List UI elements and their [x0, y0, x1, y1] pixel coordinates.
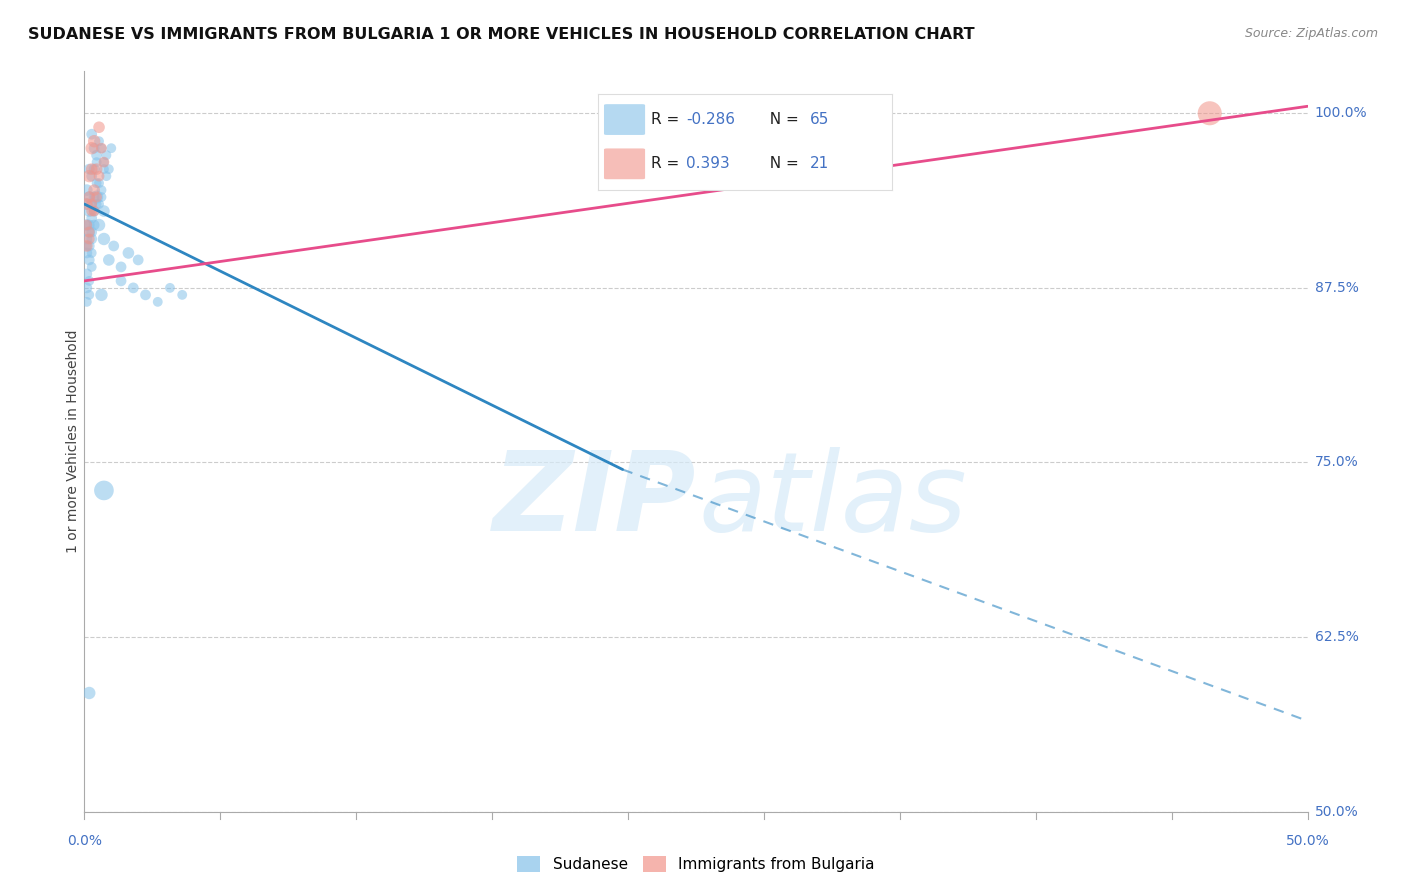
Point — [80, 169, 103, 183]
Point — [80, 246, 103, 260]
Point — [159, 281, 181, 295]
Point — [77, 274, 100, 288]
Point — [76, 232, 98, 246]
Point — [87, 197, 110, 211]
Point — [77, 204, 100, 219]
Point — [87, 134, 110, 148]
Point — [76, 197, 98, 211]
Point — [97, 252, 120, 267]
Point — [77, 225, 100, 239]
Text: 0.0%: 0.0% — [67, 834, 101, 848]
Point — [86, 162, 108, 177]
Y-axis label: 1 or more Vehicles in Household: 1 or more Vehicles in Household — [66, 330, 80, 553]
Text: 100.0%: 100.0% — [1315, 106, 1367, 120]
Point — [83, 141, 105, 155]
Point — [76, 239, 98, 253]
Point — [76, 239, 98, 253]
Point — [93, 155, 115, 169]
Point — [110, 274, 132, 288]
Point — [86, 190, 108, 204]
Point — [77, 190, 100, 204]
Point — [77, 239, 100, 253]
Point — [83, 204, 105, 219]
Point — [90, 190, 112, 204]
Point — [1198, 106, 1220, 120]
Point — [100, 141, 122, 155]
Text: SUDANESE VS IMMIGRANTS FROM BULGARIA 1 OR MORE VEHICLES IN HOUSEHOLD CORRELATION: SUDANESE VS IMMIGRANTS FROM BULGARIA 1 O… — [28, 27, 974, 42]
Point — [76, 281, 98, 295]
Point — [90, 183, 112, 197]
Text: 75.0%: 75.0% — [1315, 456, 1358, 469]
Point — [117, 246, 139, 260]
Point — [93, 162, 115, 177]
Point — [87, 176, 110, 190]
Point — [103, 239, 125, 253]
Point — [87, 169, 110, 183]
Text: 87.5%: 87.5% — [1315, 281, 1358, 295]
Point — [86, 155, 108, 169]
Text: 62.5%: 62.5% — [1315, 630, 1358, 644]
Legend: Sudanese, Immigrants from Bulgaria: Sudanese, Immigrants from Bulgaria — [512, 850, 880, 878]
Point — [77, 218, 100, 232]
Point — [80, 225, 103, 239]
Point — [80, 260, 103, 274]
Point — [90, 288, 112, 302]
Point — [80, 204, 103, 219]
Point — [80, 197, 103, 211]
Text: atlas: atlas — [699, 447, 967, 554]
Point — [83, 204, 105, 219]
Point — [97, 162, 120, 177]
Point — [76, 218, 98, 232]
Point — [86, 197, 108, 211]
Point — [122, 281, 145, 295]
Point — [76, 267, 98, 281]
Point — [96, 169, 118, 183]
Point — [127, 252, 149, 267]
Point — [77, 162, 100, 177]
Point — [87, 120, 110, 135]
Point — [86, 176, 108, 190]
Point — [96, 148, 118, 162]
Point — [110, 260, 132, 274]
Point — [146, 294, 169, 309]
Point — [80, 141, 103, 155]
Text: 50.0%: 50.0% — [1315, 805, 1358, 819]
Text: 50.0%: 50.0% — [1285, 834, 1330, 848]
Point — [80, 127, 103, 141]
Point — [77, 225, 100, 239]
Point — [76, 294, 98, 309]
Point — [83, 190, 105, 204]
Point — [76, 183, 98, 197]
Point — [83, 162, 105, 177]
Point — [77, 252, 100, 267]
Text: ZIP: ZIP — [492, 447, 696, 554]
Point — [80, 197, 103, 211]
Point — [77, 686, 100, 700]
Point — [93, 232, 115, 246]
Point — [90, 141, 112, 155]
Point — [76, 197, 98, 211]
Point — [80, 232, 103, 246]
Point — [86, 190, 108, 204]
Point — [83, 218, 105, 232]
Point — [135, 288, 157, 302]
Point — [76, 218, 98, 232]
Point — [83, 183, 105, 197]
Point — [87, 218, 110, 232]
Point — [77, 169, 100, 183]
Point — [93, 155, 115, 169]
Point — [93, 483, 115, 498]
Point — [80, 211, 103, 225]
Point — [83, 134, 105, 148]
Point — [90, 141, 112, 155]
Point — [77, 232, 100, 246]
Point — [76, 246, 98, 260]
Point — [172, 288, 194, 302]
Point — [93, 204, 115, 219]
Point — [77, 190, 100, 204]
Point — [77, 288, 100, 302]
Point — [86, 148, 108, 162]
Point — [80, 162, 103, 177]
Text: Source: ZipAtlas.com: Source: ZipAtlas.com — [1244, 27, 1378, 40]
